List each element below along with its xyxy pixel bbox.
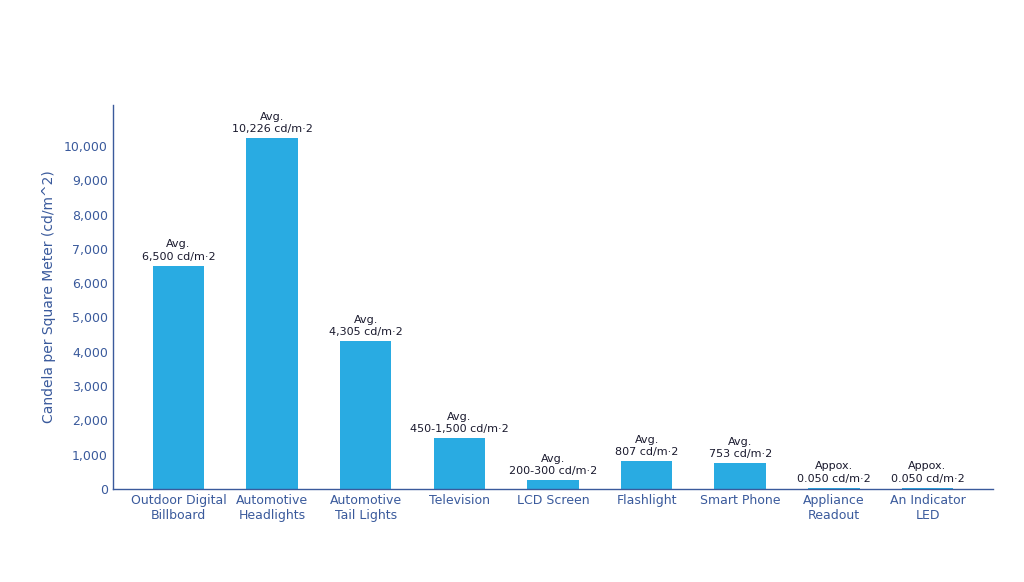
Text: Avg.
200-300 cd/m·2: Avg. 200-300 cd/m·2 [509,454,597,476]
Bar [153,266,204,489]
Bar [715,463,766,489]
Bar [621,461,673,489]
Text: Avg.
6,500 cd/m·2: Avg. 6,500 cd/m·2 [141,239,215,262]
Bar [527,480,579,489]
Text: Avg.
450-1,500 cd/m·2: Avg. 450-1,500 cd/m·2 [410,412,509,434]
Bar [247,138,298,489]
Y-axis label: Candela per Square Meter (cd/m^2): Candela per Square Meter (cd/m^2) [42,171,55,423]
Bar [433,438,485,489]
Text: Avg.
807 cd/m·2: Avg. 807 cd/m·2 [614,435,678,457]
Bar [808,488,859,489]
Text: Appox.
0.050 cd/m·2: Appox. 0.050 cd/m·2 [797,462,870,484]
Text: Appox.
0.050 cd/m·2: Appox. 0.050 cd/m·2 [891,462,965,484]
Text: Comparison of Source to SI Unit of Luminance: Comparison of Source to SI Unit of Lumin… [152,31,872,59]
Text: Avg.
10,226 cd/m·2: Avg. 10,226 cd/m·2 [231,112,312,134]
Text: Avg.
753 cd/m·2: Avg. 753 cd/m·2 [709,436,772,459]
Bar [340,341,391,489]
Text: Avg.
4,305 cd/m·2: Avg. 4,305 cd/m·2 [329,315,402,337]
Bar [902,488,953,489]
